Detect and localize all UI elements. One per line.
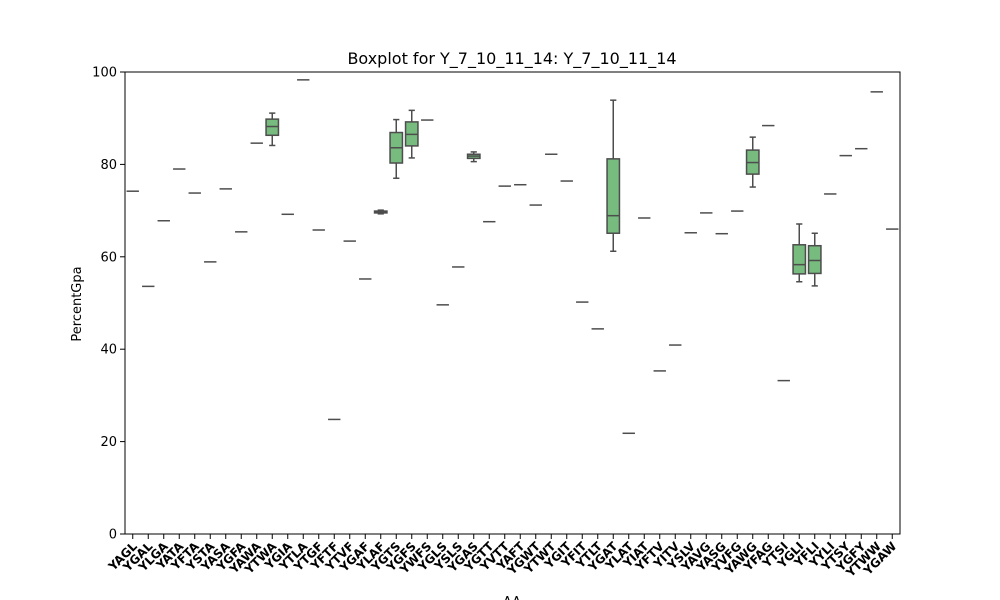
y-axis-label: PercentGpa — [70, 266, 85, 341]
box-series — [126, 79, 899, 435]
box-ygat — [606, 99, 621, 253]
box-yawg — [745, 136, 760, 188]
box-body — [807, 244, 822, 275]
box-body — [792, 244, 807, 275]
x-axis-label: AA — [503, 595, 521, 600]
y-tick-label: 100 — [92, 66, 117, 81]
y-tick-label: 80 — [100, 158, 117, 173]
box-ygfs — [404, 109, 419, 159]
box-yfli — [807, 232, 822, 287]
plot-frame — [124, 71, 901, 535]
box-ygas — [466, 151, 481, 163]
box-ytwa — [265, 112, 280, 147]
chart-title: Boxplot for Y_7_10_11_14: Y_7_10_11_14 — [347, 49, 676, 69]
box-ygts — [389, 118, 404, 180]
box-body — [606, 158, 621, 234]
box-ylaf — [373, 209, 388, 215]
y-tick-label: 60 — [100, 250, 117, 265]
y-tick-label: 40 — [100, 343, 117, 358]
y-tick-label: 0 — [109, 528, 117, 543]
y-tick-label: 20 — [100, 435, 117, 450]
box-ygli — [792, 223, 807, 283]
y-axis: 0 20 40 60 80 100 — [92, 66, 125, 543]
